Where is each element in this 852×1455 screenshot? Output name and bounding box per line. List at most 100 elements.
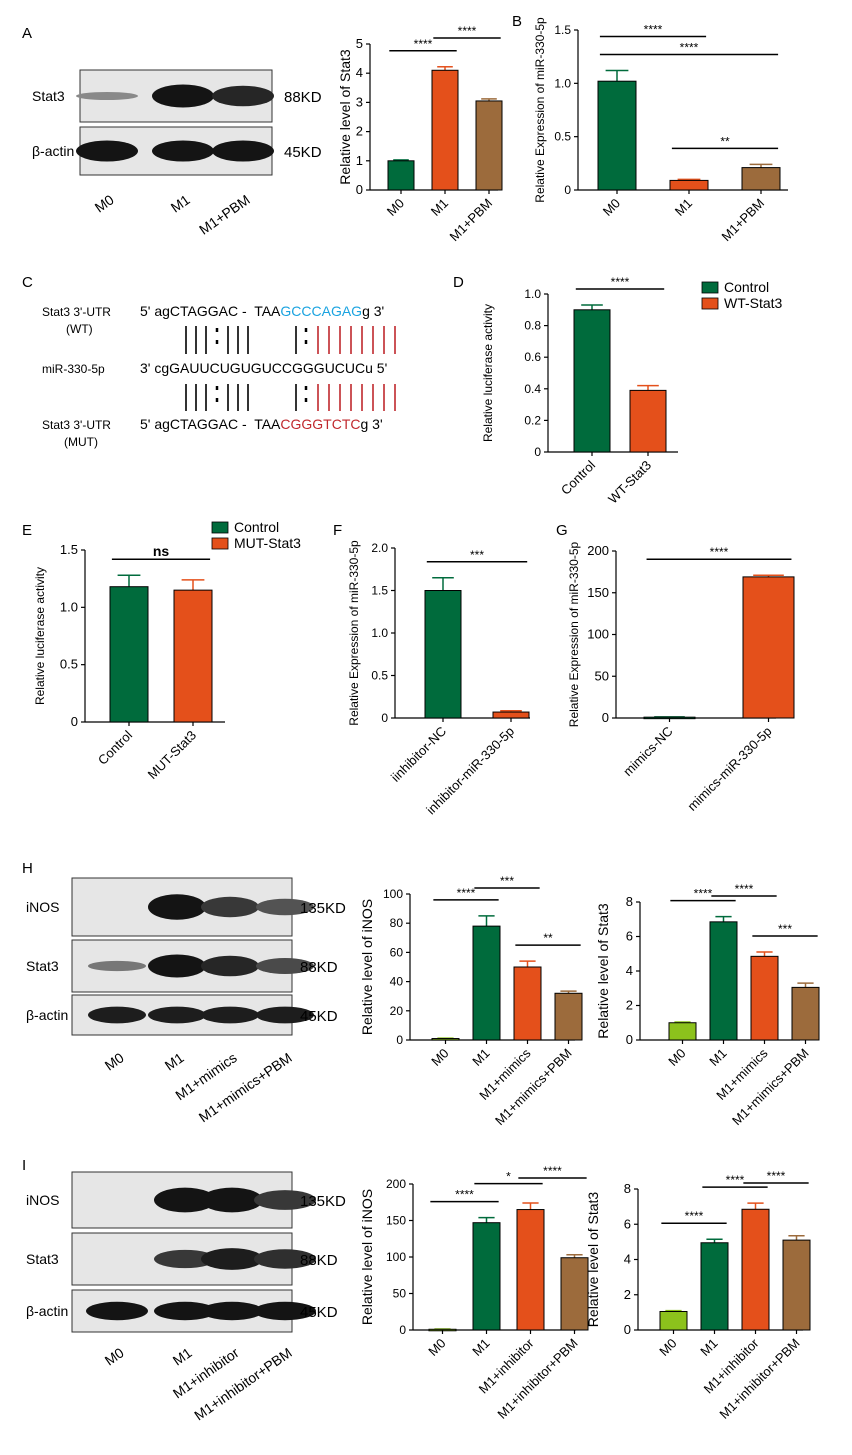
y-axis-label: Relative luciferase activity (33, 567, 47, 705)
mir-sequence: 3' cgGAUUCUGUGUCCGGGUCUCu 5' (140, 360, 387, 376)
legend-label: Control (234, 519, 279, 535)
blot-lane-label: M1 (162, 1049, 187, 1073)
bar-m1 (669, 179, 709, 191)
blot-band (201, 1248, 263, 1270)
blot-band (76, 140, 138, 162)
category-label: M1 (706, 1046, 729, 1069)
significance-label: **** (458, 24, 477, 38)
y-tick-label: 0 (356, 182, 363, 197)
panel-label-c: C (22, 274, 33, 291)
significance-label: **** (611, 275, 630, 289)
blot-band (256, 957, 314, 975)
category-label: M0 (428, 1046, 451, 1069)
y-tick-label: 0 (626, 1032, 633, 1047)
bar-control (109, 586, 149, 723)
chart-g: 0 50 100 150 200 Relative Expression of miR-3… (567, 541, 795, 814)
panel-label-b: B (512, 13, 522, 30)
bar-m0 (387, 160, 415, 191)
y-tick-label: 0 (396, 1033, 403, 1047)
y-axis-label: Relative level of iNOS (359, 899, 375, 1035)
y-tick-label: 0 (381, 711, 388, 725)
bar-m1-mimics (513, 966, 542, 1041)
category-label: M0 (665, 1046, 688, 1069)
significance-label: *** (778, 922, 792, 936)
blot-i: iNOS 135KD Stat3 88KD β-actin 45KD M0 M1M1+inhi… (26, 1171, 346, 1424)
sequence-alignment: Stat3 3'-UTR (WT) 5' agCTAGGAC - TAAGCCC… (42, 303, 396, 449)
wt-seq-tail: g 3' (362, 303, 384, 319)
blot-row-label: Stat3 (32, 88, 65, 104)
y-axis-label: Relative level of iNOS (359, 1189, 375, 1325)
blot-row-label: β-actin (32, 143, 74, 159)
y-tick-label: 0.5 (554, 130, 571, 144)
y-tick-label: 50 (595, 668, 609, 683)
category-label: WT-Stat3 (605, 458, 654, 507)
category-label: iinhibitor-NC (388, 724, 449, 785)
blot-size-label: 135KD (300, 900, 346, 917)
blot-band (201, 1187, 263, 1213)
y-axis-label: Relative level of Stat3 (595, 903, 611, 1039)
y-tick-label: 1.0 (554, 76, 571, 90)
blot-size-label: 88KD (284, 89, 322, 106)
chart-b: 0 0.5 1.0 1.5 Relative Expression of miR-330… (533, 17, 788, 244)
legend-swatch (701, 281, 719, 294)
blot-band (152, 84, 214, 108)
category-label: M1 (469, 1046, 492, 1069)
y-tick-label: 150 (386, 1214, 406, 1228)
y-tick-label: 4 (626, 963, 633, 978)
blot-band (86, 1301, 148, 1321)
significance-label: **** (414, 37, 433, 51)
y-tick-label: 0 (602, 710, 609, 725)
wt-seq-blue: GCCCAGAG (280, 303, 362, 319)
mut-seq-tail: g 3' (361, 416, 383, 432)
y-tick-label: 4 (624, 1252, 631, 1267)
chart-f: 0 0.5 1.0 1.5 2.0 Relative Expression of miR-… (347, 540, 530, 817)
blot-size-label: 45KD (300, 1008, 338, 1025)
y-tick-label: 0 (399, 1323, 406, 1337)
y-tick-label: 0 (564, 183, 571, 197)
mut-sequence: 5' agCTAGGAC - TAACGGGTCTCg 3' (140, 416, 383, 432)
y-axis-label: Relative level of Stat3 (585, 1192, 601, 1328)
category-label: M1+PBM (718, 196, 767, 245)
category-label: mimics-miR-330-5p (684, 724, 774, 814)
mut-seq-red: CGGGTCTC (280, 416, 360, 432)
blot-band (201, 1301, 263, 1321)
significance-label: *** (500, 874, 514, 888)
legend-swatch (211, 537, 229, 550)
chart-h1: 0 20 40 60 80 100 Relative level of iNOS M0 M1M1… (359, 874, 583, 1128)
y-tick-label: 150 (587, 585, 609, 600)
significance-label: ns (153, 543, 170, 559)
bar-inhibitor-mir-330-5p (492, 711, 530, 719)
bar-mut-stat3 (173, 589, 213, 723)
bar-m1 (472, 925, 501, 1041)
mut-seq-black: 5' agCTAGGAC - TAA (140, 416, 281, 432)
y-tick-label: 100 (386, 1250, 406, 1264)
y-tick-label: 0.5 (60, 657, 78, 672)
y-tick-label: 60 (390, 945, 404, 959)
blot-lane-label: M1 (168, 191, 193, 215)
chart-h2: 0 2 4 6 8 Relative level of Stat3 M0 M1M1+mimic… (595, 882, 820, 1128)
y-tick-label: 0.8 (524, 319, 541, 333)
significance-label: **** (685, 1209, 704, 1223)
significance-label: **** (735, 882, 754, 896)
bar-m1 (431, 69, 459, 191)
significance-label: ** (720, 134, 730, 148)
blot-row-label: Stat3 (26, 958, 59, 974)
blot-row-label: iNOS (26, 1192, 59, 1208)
chart-e: 0 0.5 1.0 1.5 Relative luciferase activity Co… (33, 519, 301, 782)
y-tick-label: 0.5 (371, 669, 388, 683)
significance-label: **** (694, 887, 713, 901)
y-tick-label: 1.5 (371, 584, 388, 598)
y-tick-label: 0.6 (524, 350, 541, 364)
y-tick-label: 0.4 (524, 382, 541, 396)
legend-label: MUT-Stat3 (234, 535, 301, 551)
blot-band (212, 140, 274, 162)
category-label: M1+PBM (446, 196, 495, 245)
y-tick-label: 80 (390, 916, 404, 930)
blot-lane-label: M0 (102, 1049, 127, 1073)
blot-row-label: β-actin (26, 1303, 68, 1319)
significance-label: **** (644, 23, 663, 37)
bar-m1-mimics-pbm (554, 992, 583, 1041)
y-axis-label: Relative luciferase activity (481, 304, 495, 442)
legend-label: WT-Stat3 (724, 295, 783, 311)
